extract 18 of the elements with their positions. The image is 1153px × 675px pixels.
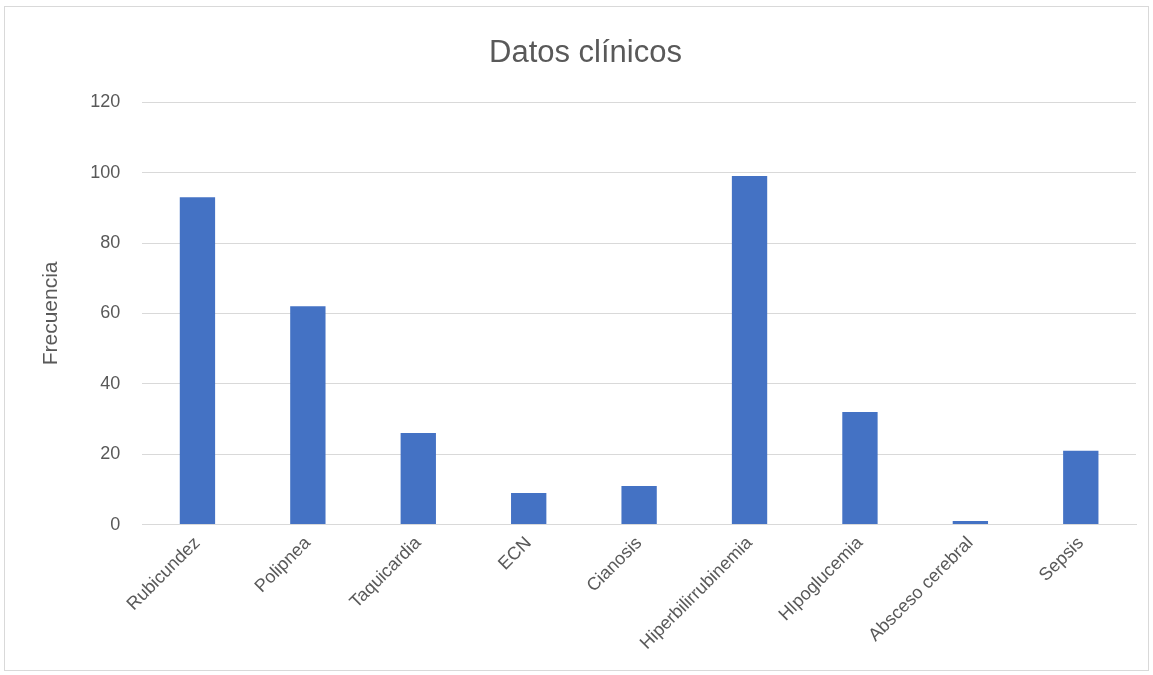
y-tick-label: 0 [110,513,121,534]
y-axis-title: Frecuencia [38,261,62,366]
bar [290,306,326,525]
bar [511,492,547,525]
y-tick-label: 80 [100,231,121,252]
y-tick-label: 40 [100,372,121,393]
bar [952,521,989,525]
bar [400,433,436,525]
y-tick-label: 100 [90,161,121,182]
bar [179,197,216,525]
y-tick-label: 20 [100,443,121,464]
y-tick-label: 60 [100,302,121,323]
bar [731,176,768,525]
bar [621,485,657,525]
bar [842,411,878,525]
y-tick-label: 120 [90,91,121,112]
bar [1063,450,1099,525]
chart-title: Datos clínicos [489,34,682,70]
